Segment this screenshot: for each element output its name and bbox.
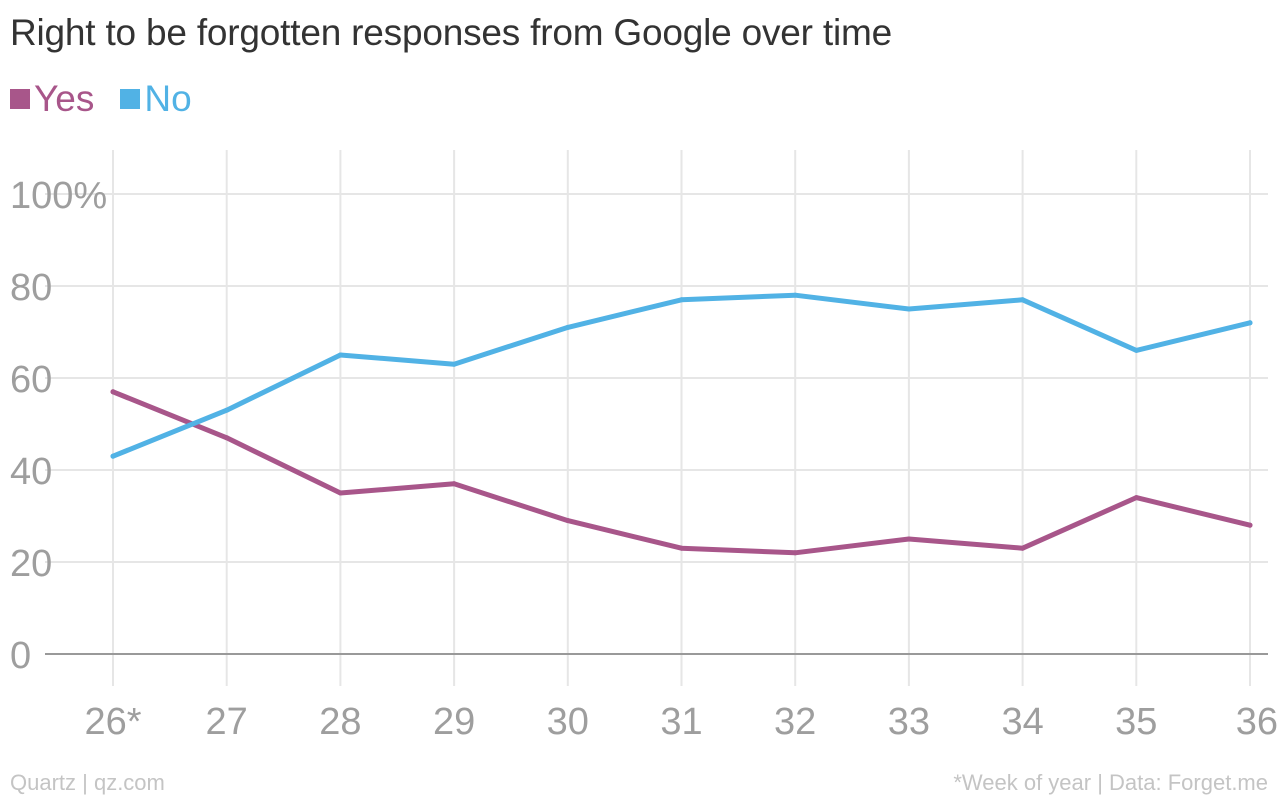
x-axis-labels: 26* 27 28 29 30 31 32 33 34 35 36 <box>84 701 1278 743</box>
data-point-no <box>224 407 230 413</box>
y-axis-labels: 0 20 40 60 80 100% <box>10 175 107 677</box>
chart-title: Right to be forgotten responses from Goo… <box>10 12 892 53</box>
x-tick-label: 27 <box>206 701 248 743</box>
legend-item-yes: Yes <box>10 78 94 120</box>
x-tick-label: 34 <box>1001 701 1043 743</box>
y-tick-label: 0 <box>10 635 31 677</box>
line-chart: 0 20 40 60 80 100% 26* 27 28 29 30 31 32 33 34 35 36 <box>10 150 1278 743</box>
data-point-no <box>679 297 684 303</box>
data-point-no <box>110 453 116 459</box>
data-point-no <box>565 324 571 330</box>
x-tick-label: 30 <box>547 701 589 743</box>
y-tick-label: 80 <box>10 267 52 309</box>
x-tick-label: 32 <box>774 701 816 743</box>
data-point-yes <box>792 550 798 556</box>
chart-legend: Yes No <box>10 78 218 120</box>
data-point-yes <box>565 518 571 524</box>
y-tick-label: 100% <box>10 175 107 217</box>
data-point-yes <box>1020 545 1026 551</box>
data-point-no <box>451 361 457 367</box>
data-point-yes <box>1247 522 1253 528</box>
data-point-yes <box>1133 495 1139 501</box>
data-point-yes <box>679 545 684 551</box>
x-tick-label: 31 <box>660 701 702 743</box>
x-tick-label: 33 <box>888 701 930 743</box>
y-tick-label: 60 <box>10 359 52 401</box>
data-point-no <box>1247 320 1253 326</box>
x-tick-label: 26* <box>84 701 141 743</box>
footer-note: *Week of year | Data: Forget.me <box>953 770 1268 795</box>
x-tick-label: 36 <box>1236 701 1278 743</box>
legend-swatch-no <box>120 89 141 109</box>
series-layer <box>110 292 1253 556</box>
data-point-yes <box>906 536 912 542</box>
y-tick-label: 40 <box>10 451 52 493</box>
x-tick-label: 28 <box>319 701 361 743</box>
data-point-no <box>337 352 343 358</box>
data-point-yes <box>110 389 116 395</box>
data-point-yes <box>451 481 457 487</box>
x-tick-label: 29 <box>433 701 475 743</box>
legend-label-yes: Yes <box>34 78 95 119</box>
data-point-no <box>792 292 798 298</box>
data-point-no <box>1133 347 1139 353</box>
legend-swatch-yes <box>10 89 30 109</box>
data-point-no <box>906 306 912 312</box>
legend-label-no: No <box>144 78 192 119</box>
data-point-yes <box>337 490 343 496</box>
y-tick-label: 20 <box>10 543 52 585</box>
footer-source: Quartz | qz.com <box>10 770 165 795</box>
data-point-no <box>1020 297 1026 303</box>
x-tick-label: 35 <box>1115 701 1157 743</box>
grid-layer <box>45 150 1268 686</box>
legend-item-no: No <box>120 78 192 120</box>
data-point-yes <box>224 435 230 441</box>
